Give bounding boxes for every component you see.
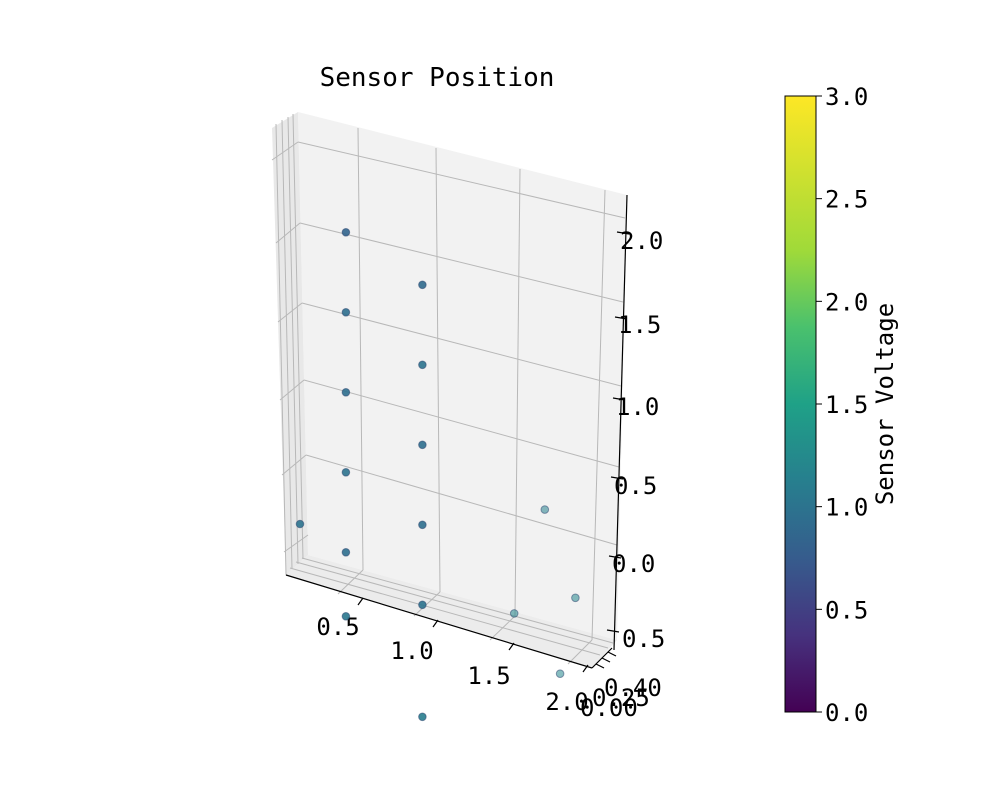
x-tick-label: 1.5 bbox=[467, 662, 510, 690]
z-axis-ticks bbox=[606, 231, 630, 633]
x-axis-line bbox=[285, 574, 593, 669]
data-point bbox=[418, 440, 427, 450]
colorbar: 0.0 0.5 1.0 1.5 2.0 2.5 3.0 Sensor Voltage bbox=[784, 83, 899, 727]
back-pane bbox=[298, 112, 627, 640]
colorbar-tick-label: 2.0 bbox=[825, 288, 868, 316]
side-pane bbox=[272, 112, 308, 575]
colorbar-tick-label: 2.5 bbox=[825, 186, 868, 214]
y-tick-label: 0.00 bbox=[580, 694, 638, 722]
colorbar-tick-label: 0.5 bbox=[825, 596, 868, 624]
data-point bbox=[509, 609, 519, 618]
z-tick-label: 2.0 bbox=[620, 227, 663, 255]
z-tick-labels: 2.0 1.5 1.0 0.5 0.0 0.5 bbox=[612, 227, 665, 653]
data-point bbox=[341, 468, 351, 477]
x-tick-label: 0.5 bbox=[316, 613, 359, 641]
colorbar-tick-label: 1.5 bbox=[825, 391, 868, 419]
data-point bbox=[295, 519, 305, 529]
data-point bbox=[341, 228, 351, 237]
data-point bbox=[418, 600, 427, 610]
data-point bbox=[341, 548, 351, 557]
data-point bbox=[571, 593, 580, 603]
colorbar-tick-label: 0.0 bbox=[825, 699, 868, 727]
floor-pane bbox=[286, 555, 617, 668]
data-point bbox=[555, 669, 565, 679]
y-tick-label: 0.25 bbox=[592, 684, 650, 712]
z-tick-label: 0.0 bbox=[612, 550, 655, 578]
data-point bbox=[418, 712, 427, 722]
colorbar-ticks: 0.0 0.5 1.0 1.5 2.0 2.5 3.0 bbox=[816, 83, 868, 727]
plot-area bbox=[271, 112, 630, 673]
z-tick-label: 0.5 bbox=[614, 472, 657, 500]
y-axis-ticks bbox=[595, 651, 617, 669]
z-tick-label: 0.5 bbox=[622, 625, 665, 653]
data-point bbox=[418, 520, 427, 530]
z-tick-label: 1.5 bbox=[618, 311, 661, 339]
x-tick-label: 1.0 bbox=[390, 637, 433, 665]
data-point bbox=[341, 308, 351, 317]
y-tick-label: 0.40 bbox=[604, 674, 662, 702]
x-axis-ticks bbox=[357, 597, 589, 673]
horizontal-gridlines bbox=[271, 141, 626, 553]
z-axis-line bbox=[613, 194, 628, 651]
chart-title: Sensor Position bbox=[320, 63, 555, 93]
colorbar-gradient bbox=[784, 95, 817, 713]
z-tick-label: 1.0 bbox=[616, 393, 659, 421]
colorbar-tick-label: 1.0 bbox=[825, 494, 868, 522]
colorbar-label: Sensor Voltage bbox=[871, 303, 899, 505]
data-point bbox=[418, 280, 427, 290]
data-point bbox=[341, 612, 351, 621]
data-points bbox=[295, 228, 580, 722]
x-tick-labels: 0.5 1.0 1.5 2.0 bbox=[316, 613, 588, 716]
y-tick-labels: 0.00 0.25 0.40 bbox=[580, 674, 662, 722]
vertical-gridlines bbox=[275, 113, 614, 665]
data-point bbox=[418, 360, 427, 370]
data-point bbox=[540, 505, 550, 514]
colorbar-tick-label: 3.0 bbox=[825, 83, 868, 111]
data-point bbox=[341, 388, 351, 397]
x-tick-label: 2.0 bbox=[545, 688, 588, 716]
